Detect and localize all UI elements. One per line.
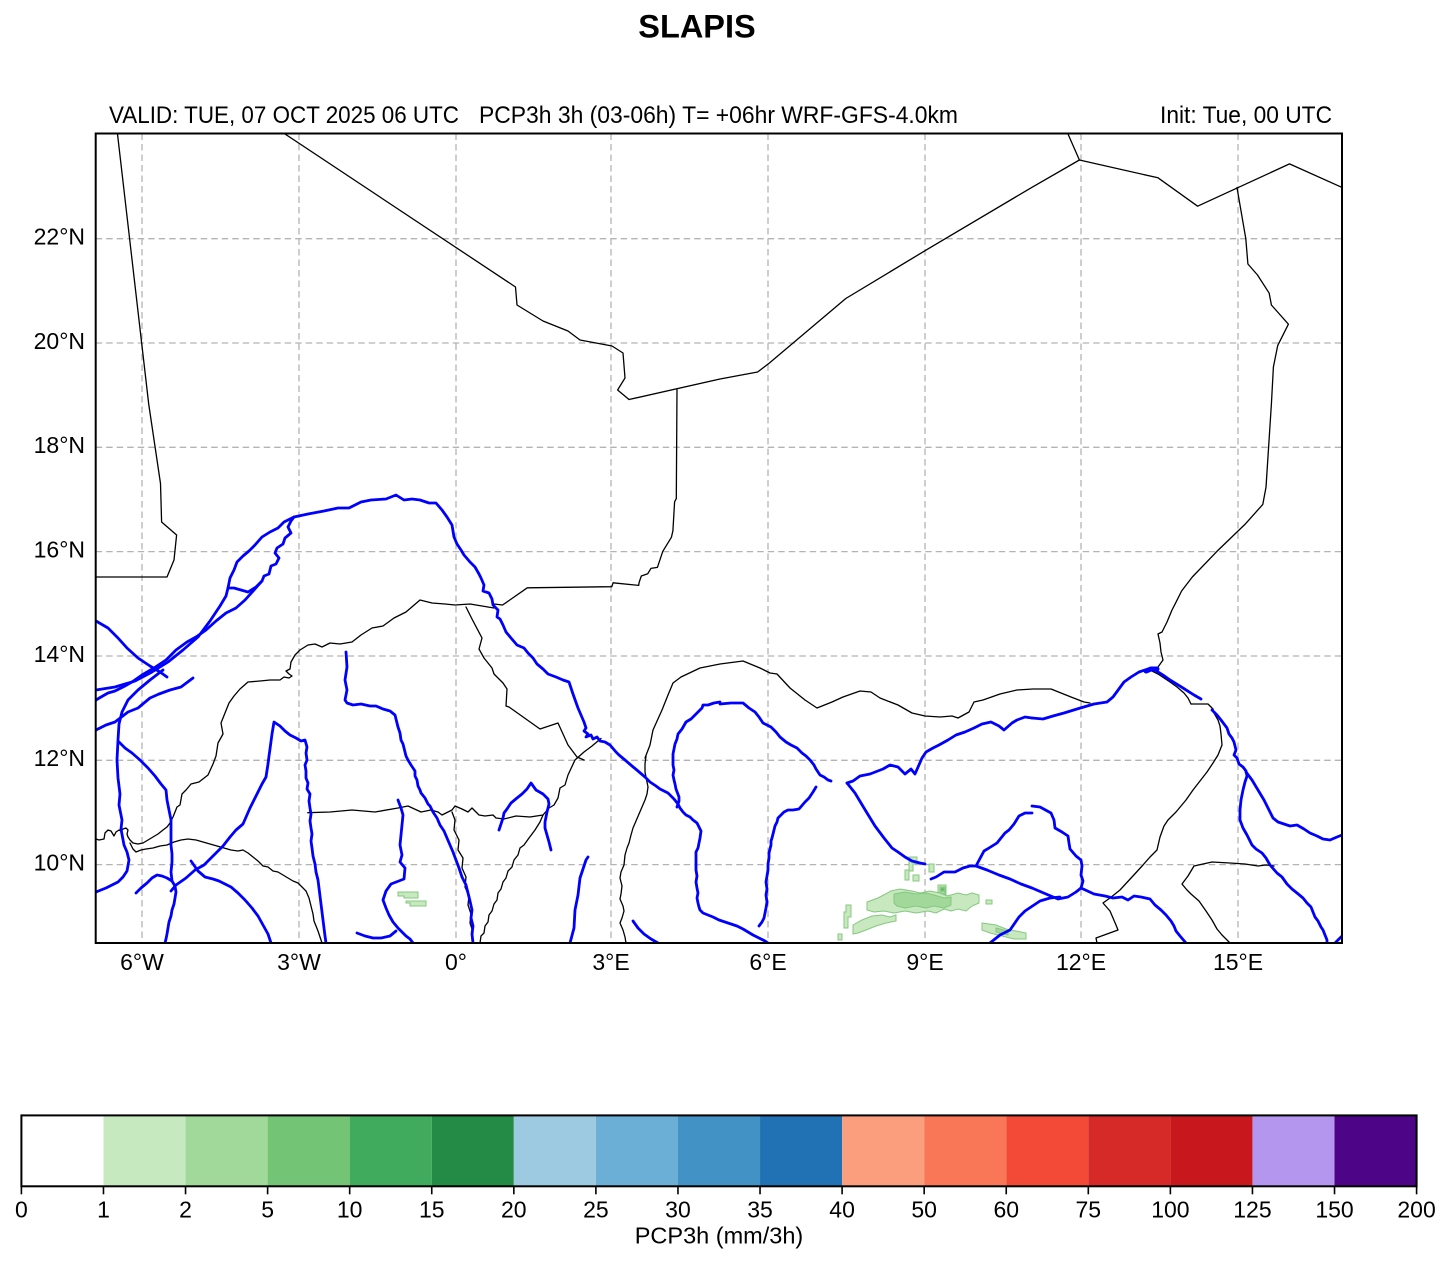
- svg-text:12°E: 12°E: [1056, 949, 1106, 975]
- svg-text:20: 20: [501, 1196, 527, 1222]
- svg-text:125: 125: [1233, 1196, 1271, 1222]
- svg-text:16°N: 16°N: [34, 537, 85, 563]
- svg-text:15: 15: [419, 1196, 445, 1222]
- svg-text:SLAPIS: SLAPIS: [638, 9, 755, 45]
- svg-text:50: 50: [911, 1196, 937, 1222]
- svg-text:35: 35: [747, 1196, 773, 1222]
- svg-text:0: 0: [15, 1196, 28, 1222]
- svg-text:Init: Tue, 00 UTC: Init: Tue, 00 UTC: [1160, 102, 1332, 129]
- svg-text:6°W: 6°W: [120, 949, 164, 975]
- svg-text:6°E: 6°E: [749, 949, 786, 975]
- svg-text:10°N: 10°N: [34, 850, 85, 876]
- svg-text:100: 100: [1151, 1196, 1189, 1222]
- svg-text:10: 10: [337, 1196, 363, 1222]
- svg-text:3°E: 3°E: [592, 949, 629, 975]
- svg-text:200: 200: [1397, 1196, 1435, 1222]
- svg-text:40: 40: [829, 1196, 855, 1222]
- svg-text:18°N: 18°N: [34, 432, 85, 458]
- svg-text:12°N: 12°N: [34, 745, 85, 771]
- svg-text:20°N: 20°N: [34, 328, 85, 354]
- svg-text:25: 25: [583, 1196, 609, 1222]
- svg-text:22°N: 22°N: [34, 224, 85, 250]
- svg-text:14°N: 14°N: [34, 641, 85, 667]
- svg-text:0°: 0°: [445, 949, 467, 975]
- svg-text:30: 30: [665, 1196, 691, 1222]
- svg-text:PCP3h (mm/3h): PCP3h (mm/3h): [635, 1223, 803, 1249]
- svg-text:9°E: 9°E: [906, 949, 943, 975]
- svg-text:5: 5: [261, 1196, 274, 1222]
- svg-text:PCP3h 3h (03-06h) T= +06hr WRF: PCP3h 3h (03-06h) T= +06hr WRF-GFS-4.0km: [479, 102, 958, 129]
- svg-text:15°E: 15°E: [1213, 949, 1263, 975]
- svg-text:150: 150: [1315, 1196, 1353, 1222]
- svg-text:1: 1: [97, 1196, 110, 1222]
- svg-text:VALID: TUE, 07 OCT 2025 06 UTC: VALID: TUE, 07 OCT 2025 06 UTC: [109, 102, 459, 129]
- svg-text:3°W: 3°W: [277, 949, 321, 975]
- svg-text:2: 2: [179, 1196, 192, 1222]
- svg-text:75: 75: [1076, 1196, 1102, 1222]
- svg-text:60: 60: [993, 1196, 1019, 1222]
